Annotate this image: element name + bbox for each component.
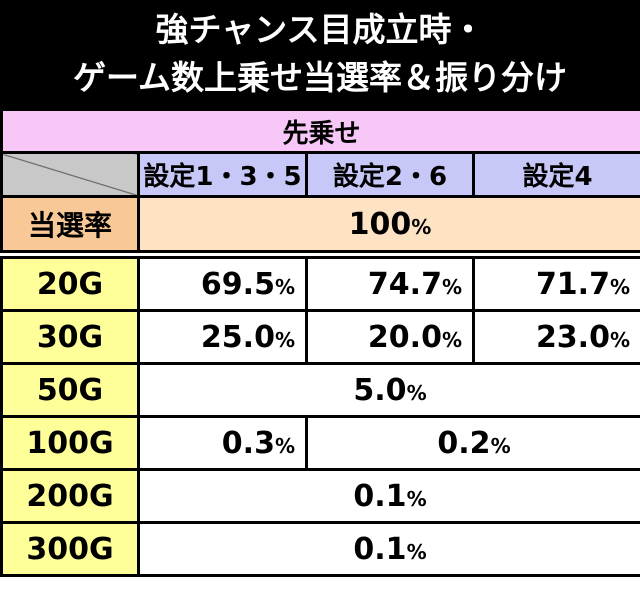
value-cell: 5.0% <box>136 362 640 418</box>
row-label: 100G <box>0 415 140 471</box>
data-row: 50G 5.0% <box>0 362 640 418</box>
value-cell: 20.0% <box>305 309 475 365</box>
value-cell: 0.2% <box>304 415 640 471</box>
table: 先乗せ 設定1・3・5 設定2・6 設定4 当選率 100% 20G 69.5% 74.7% 7… <box>0 108 640 577</box>
column-header: 設定4 <box>471 151 640 198</box>
hit-rate-row: 当選率 100% <box>0 195 640 253</box>
row-label: 30G <box>0 309 140 365</box>
column-header: 設定2・6 <box>305 151 475 198</box>
separator-cell <box>1 250 640 259</box>
title-line: ゲーム数上乗せ当選率＆振り分け <box>72 58 567 97</box>
section: 先乗せ <box>0 108 640 154</box>
value-cell: 74.7% <box>305 256 475 312</box>
separator <box>1 250 640 259</box>
data-row: 20G 69.5% 74.7% 71.7% <box>0 256 640 312</box>
row-label: 20G <box>0 256 140 312</box>
value-cell: 0.3% <box>137 415 308 471</box>
section-row: 先乗せ <box>0 108 640 154</box>
table-body: 先乗せ 設定1・3・5 設定2・6 設定4 当選率 100% 20G 69.5% 74.7% 7… <box>0 108 640 577</box>
row-label: 当選率 <box>0 195 140 253</box>
title: 強チャンス目成立時・ ゲーム数上乗せ当選率＆振り分け <box>0 0 640 108</box>
data-row: 30G 25.0% 20.0% 23.0% <box>0 309 640 365</box>
row-label: 50G <box>0 362 140 418</box>
hit-rate-value: 100% <box>136 195 640 253</box>
value-cell: 0.1% <box>136 468 640 524</box>
row-label: 300G <box>0 521 140 577</box>
column-header: 設定1・3・5 <box>137 151 308 198</box>
data-row: 200G 0.1% <box>0 468 640 524</box>
data-row: 300G 0.1% <box>0 521 640 577</box>
value-cell: 25.0% <box>137 309 308 365</box>
value-cell: 0.1% <box>136 521 640 577</box>
row-label: 200G <box>0 468 140 524</box>
value-cell: 69.5% <box>137 256 308 312</box>
column-header-row: 設定1・3・5 設定2・6 設定4 <box>0 151 640 198</box>
corner-cell <box>0 151 140 198</box>
title-line: 強チャンス目成立時・ <box>155 10 485 49</box>
value-cell: 71.7% <box>471 256 640 312</box>
data-row: 100G 0.3% 0.2% <box>0 415 640 471</box>
value-cell: 23.0% <box>471 309 640 365</box>
